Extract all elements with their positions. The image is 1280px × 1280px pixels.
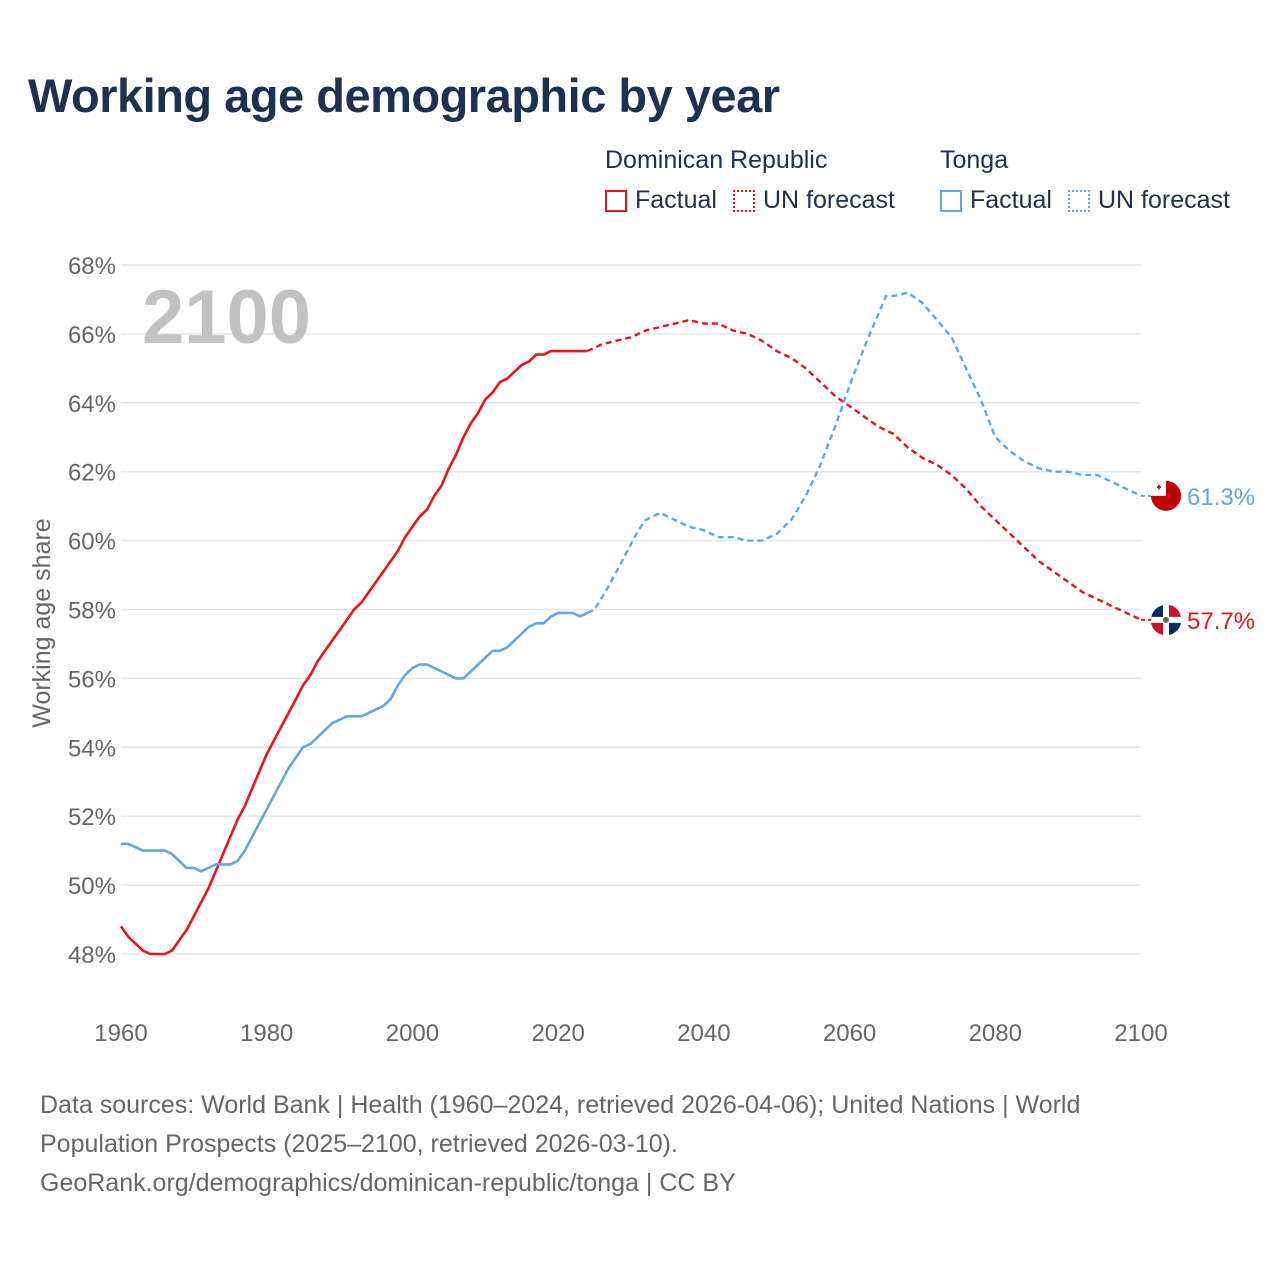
series-line-tonga-forecast (586, 291, 1142, 614)
legend-label: UN forecast (1097, 186, 1230, 214)
x-tick-label: 1980 (240, 1020, 293, 1047)
y-axis: 48% 50% 52% 54% 56% 58% 60% 62% 64% 66% 68% (68, 253, 116, 969)
legend-swatch-solid (605, 189, 627, 212)
x-tick-label: 2080 (969, 1020, 1022, 1047)
legend-group-dominican-republic: Dominican Republic Factual UN forecast (605, 144, 911, 215)
end-markers: 57.7% 61.3% (1141, 480, 1255, 635)
series-line-tonga-factual (121, 611, 588, 873)
source-line: Data sources: World Bank | Health (1960–… (40, 1091, 1081, 1119)
source-line: Population Prospects (2025–2100, retriev… (40, 1130, 678, 1158)
legend-label: Factual (970, 186, 1052, 214)
y-tick-label: 62% (68, 460, 116, 487)
y-tick-label: 50% (68, 873, 116, 900)
legend-swatch-solid (940, 189, 962, 212)
y-axis-label: Working age share (28, 518, 56, 727)
y-tick-label: 48% (68, 942, 116, 969)
y-tick-label: 64% (68, 391, 116, 418)
flag-canton (1151, 480, 1166, 496)
source-line[interactable]: GeoRank.org/demographics/dominican-repub… (40, 1169, 736, 1197)
grid (121, 264, 1141, 955)
legend-group-name: Dominican Republic (605, 146, 828, 174)
x-tick-label: 1960 (94, 1020, 147, 1047)
flag-cross (1157, 486, 1161, 488)
source-note: Data sources: World Bank | Health (1960–… (40, 1086, 1240, 1203)
year-watermark: 2100 (142, 275, 311, 360)
legend-group-tonga: Tonga Factual UN forecast (940, 144, 1246, 215)
flag-quadrant (1151, 622, 1163, 635)
x-tick-label: 2100 (1114, 1020, 1167, 1047)
x-tick-label: 2020 (531, 1020, 584, 1047)
legend-label: UN forecast (762, 186, 895, 214)
legend-label: Factual (635, 186, 717, 214)
legend-swatch-dotted (1067, 189, 1090, 212)
y-tick-label: 54% (68, 735, 116, 762)
flag-emblem (1163, 616, 1169, 623)
y-tick-label: 56% (68, 666, 116, 693)
flag-quadrant (1151, 604, 1166, 620)
chart-title: Working age demographic by year (28, 69, 780, 122)
series-line-dominican-republic-factual (119, 349, 588, 956)
series-line-dominican-republic-forecast (586, 318, 1142, 621)
end-value-label: 61.3% (1187, 484, 1255, 511)
legend-item-factual[interactable]: Factual (605, 186, 717, 215)
flag-tonga-icon (1151, 480, 1181, 511)
x-tick-label: 2060 (823, 1020, 876, 1047)
legend-group-name: Tonga (940, 146, 1009, 174)
legend-swatch-dotted (732, 189, 755, 212)
legend-item-forecast[interactable]: UN forecast (1067, 186, 1230, 215)
y-tick-label: 58% (68, 598, 116, 625)
y-tick-label: 52% (68, 804, 116, 831)
y-tick-label: 60% (68, 529, 116, 556)
series-group (119, 291, 1142, 956)
flag-quadrant (1169, 622, 1181, 635)
legend-item-factual[interactable]: Factual (940, 186, 1052, 215)
x-tick-label: 2040 (677, 1020, 730, 1047)
x-axis: 1960 1980 2000 2020 2040 2060 2080 2100 (94, 1020, 1167, 1047)
x-tick-label: 2000 (386, 1020, 439, 1047)
legend-item-forecast[interactable]: UN forecast (732, 186, 895, 215)
flag-quadrant (1169, 604, 1181, 617)
y-tick-label: 68% (68, 253, 116, 280)
flag-cross (1158, 484, 1160, 490)
flag-dominican-republic-icon (1151, 604, 1181, 635)
y-tick-label: 66% (68, 322, 116, 349)
end-value-label: 57.7% (1187, 608, 1255, 635)
